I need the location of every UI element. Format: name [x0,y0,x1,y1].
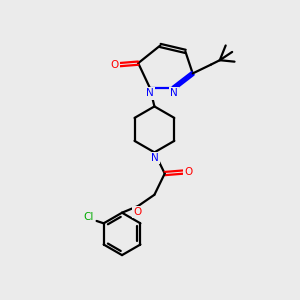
Text: N: N [146,88,153,98]
Text: Cl: Cl [83,212,94,222]
Text: O: O [134,207,142,217]
Text: N: N [170,88,178,98]
Text: N: N [151,153,159,163]
Text: O: O [184,167,192,177]
Text: O: O [110,60,119,70]
